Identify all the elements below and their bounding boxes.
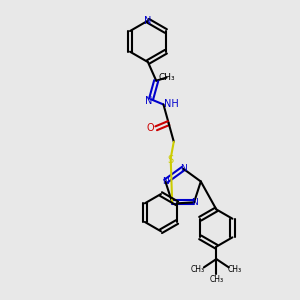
Text: CH₃: CH₃ [190,265,205,274]
Text: CH₃: CH₃ [209,275,224,284]
Text: S: S [168,155,174,165]
Text: N: N [145,96,153,106]
Text: CH₃: CH₃ [158,73,175,82]
Text: N: N [162,177,169,186]
Text: N: N [191,198,197,207]
Text: NH: NH [164,100,179,110]
Text: O: O [146,123,154,133]
Text: CH₃: CH₃ [228,265,242,274]
Text: N: N [144,16,152,26]
Text: N: N [180,164,187,173]
